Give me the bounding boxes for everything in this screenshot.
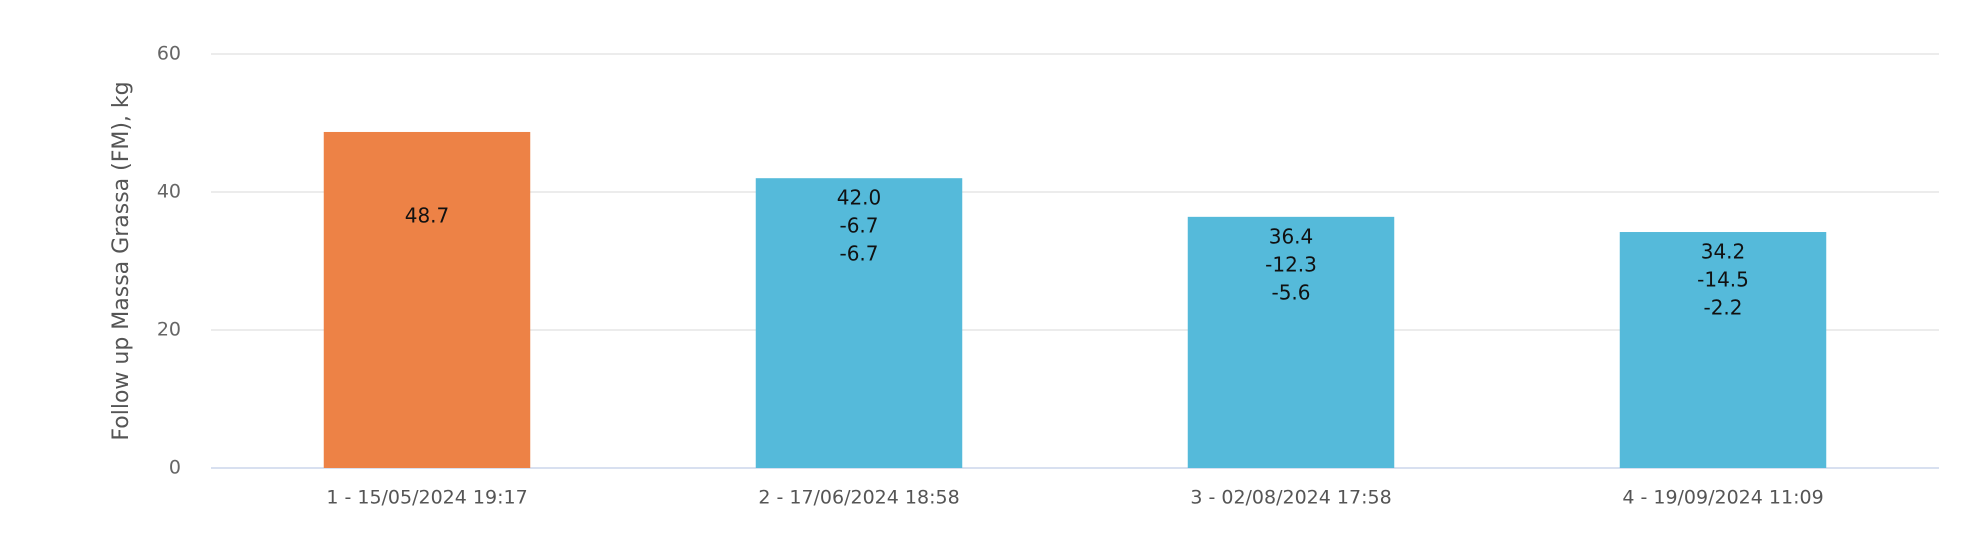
y-tick-label: 0: [169, 457, 181, 479]
bar: [1619, 232, 1827, 468]
data-label: -6.7: [839, 242, 878, 266]
bar: [1187, 216, 1395, 468]
data-label: 36.4: [1269, 224, 1314, 248]
x-tick-label: 3 - 02/08/2024 17:58: [1190, 487, 1391, 509]
data-label: -5.6: [1271, 280, 1310, 304]
data-label: 42.0: [837, 186, 882, 210]
data-label: -12.3: [1265, 252, 1317, 276]
data-label: 34.2: [1701, 240, 1746, 264]
bar: [323, 131, 531, 468]
data-label: -14.5: [1697, 268, 1749, 292]
bar: [755, 178, 963, 468]
x-tick-label: 4 - 19/09/2024 11:09: [1622, 487, 1823, 509]
y-tick-label: 20: [157, 319, 181, 341]
y-tick-label: 40: [157, 181, 181, 203]
data-label: -6.7: [839, 214, 878, 238]
data-label: -2.2: [1703, 296, 1742, 320]
x-tick-label: 2 - 17/06/2024 18:58: [758, 487, 959, 509]
y-tick-label: 60: [157, 43, 181, 65]
x-tick-label: 1 - 15/05/2024 19:17: [326, 487, 527, 509]
y-axis-title: Follow up Massa Grassa (FM), kg: [109, 81, 134, 440]
data-label: 48.7: [405, 203, 450, 227]
